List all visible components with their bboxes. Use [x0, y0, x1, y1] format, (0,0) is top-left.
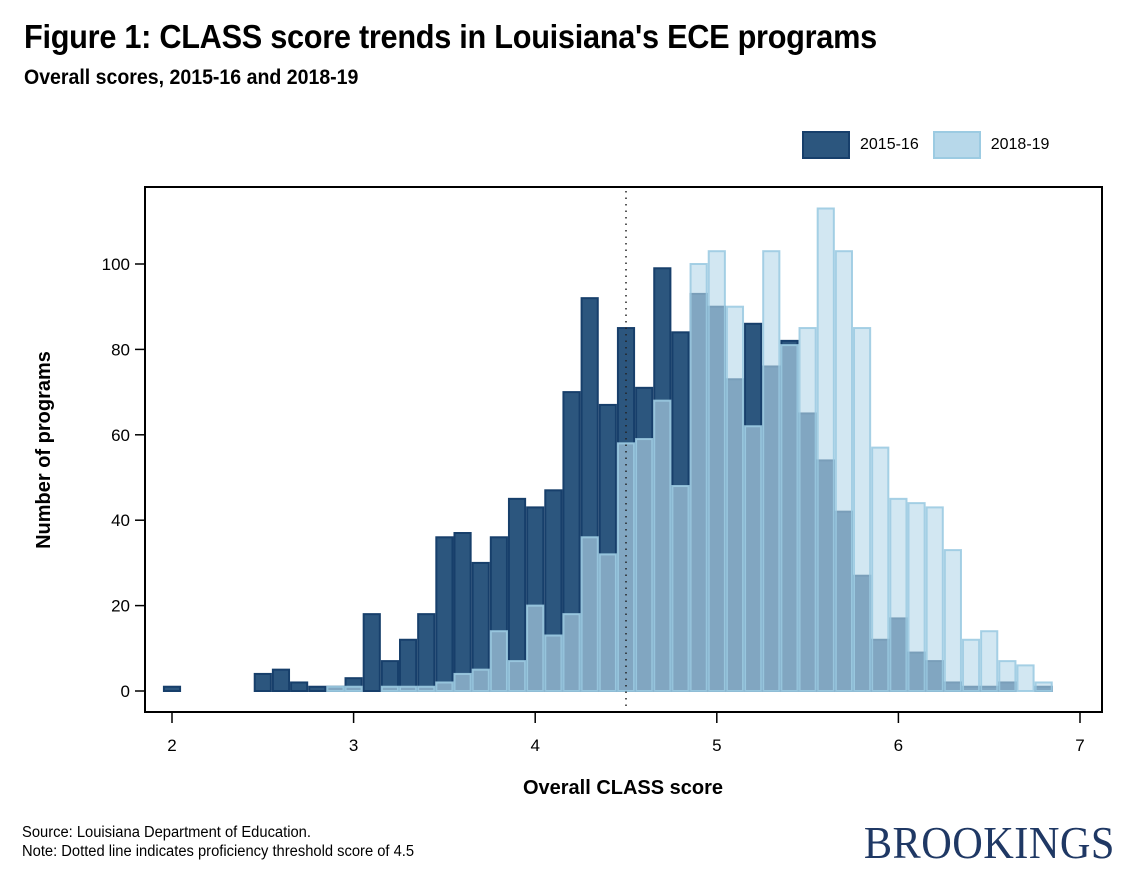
bar-2018-19-24 — [780, 344, 799, 692]
chart-subtitle: Overall scores, 2015-16 and 2018-19 — [24, 66, 359, 89]
bar-2018-19-8 — [489, 630, 508, 692]
y-tick-label-5: 100 — [102, 255, 130, 274]
bar-2018-19-5 — [435, 681, 454, 693]
y-tick-label-1: 20 — [111, 597, 130, 616]
x-axis: 2 3 4 5 6 7 — [167, 712, 1085, 755]
x-tick-label-5: 7 — [1075, 736, 1084, 755]
bar-2018-19-19 — [689, 263, 708, 692]
bar-2015-16-3 — [290, 681, 309, 693]
y-axis-label: Number of programs — [33, 351, 55, 549]
bar-2015-16-10 — [417, 613, 436, 693]
bar-2015-16-9 — [399, 638, 418, 693]
bar-2015-16-2 — [271, 668, 291, 693]
x-tick-label-3: 5 — [712, 736, 721, 755]
bar-2018-19-28 — [853, 327, 872, 692]
y-tick-label-4: 80 — [111, 340, 130, 359]
bar-2018-19-7 — [471, 668, 490, 693]
bar-2018-19-33 — [943, 549, 962, 693]
legend-label-2018-19: 2018-19 — [990, 136, 1050, 153]
bar-2015-16-1 — [253, 672, 272, 692]
bar-2018-19-15 — [616, 442, 636, 692]
bar-2018-19-3 — [399, 685, 418, 692]
bar-2018-19-16 — [635, 438, 654, 692]
bar-2018-19-25 — [798, 327, 817, 692]
bar-2018-19-17 — [653, 399, 672, 692]
x-axis-label: Overall CLASS score — [523, 777, 723, 799]
x-tick-label-0: 2 — [167, 736, 176, 755]
x-tick-label-1: 3 — [349, 736, 358, 755]
bar-2018-19-30 — [889, 497, 908, 692]
bar-2015-16-7 — [362, 613, 381, 693]
bar-2018-19-1 — [344, 685, 363, 692]
bar-2018-19-18 — [671, 485, 690, 693]
bar-2015-16-11 — [435, 536, 454, 693]
bar-2018-19-29 — [871, 446, 890, 692]
y-tick-label-3: 60 — [111, 426, 130, 445]
bar-2018-19-32 — [925, 506, 944, 693]
series-2018-19-bars — [326, 207, 1053, 693]
bar-2018-19-34 — [961, 638, 981, 693]
footer-notes: Source: Louisiana Department of Educatio… — [22, 823, 414, 861]
bar-2018-19-37 — [1016, 664, 1035, 693]
bar-2018-19-4 — [417, 685, 436, 692]
plot-frame — [144, 186, 1103, 713]
legend-swatch-2018-19 — [932, 131, 981, 159]
bar-2018-19-35 — [980, 630, 999, 692]
note-text: Note: Dotted line indicates proficiency … — [22, 843, 415, 860]
bar-2018-19-20 — [707, 250, 726, 692]
bar-2015-16-0 — [162, 685, 182, 692]
source-text: Source: Louisiana Department of Educatio… — [22, 824, 311, 841]
bar-2018-19-0 — [326, 685, 345, 692]
bar-2018-19-10 — [526, 604, 545, 692]
bar-2015-16-12 — [453, 532, 472, 693]
y-tick-label-2: 40 — [111, 511, 130, 530]
y-axis: 0 20 40 60 80 100 — [102, 255, 145, 701]
x-tick-label-2: 4 — [530, 736, 539, 755]
y-tick-label-0: 0 — [121, 682, 130, 701]
bar-2018-19-11 — [544, 634, 563, 692]
x-tick-label-4: 6 — [894, 736, 903, 755]
bar-2018-19-6 — [453, 672, 472, 692]
chart-title: Figure 1: CLASS score trends in Louisian… — [24, 18, 877, 55]
bar-2018-19-12 — [562, 613, 581, 693]
bar-2018-19-21 — [725, 305, 745, 692]
bar-2018-19-36 — [998, 660, 1017, 692]
bar-2018-19-27 — [834, 250, 854, 692]
bar-2018-19-38 — [1034, 681, 1053, 693]
legend: 2015-16 2018-19 — [802, 131, 1063, 159]
bar-2018-19-23 — [762, 250, 781, 692]
bar-2018-19-26 — [816, 207, 835, 693]
bar-2018-19-9 — [507, 660, 527, 692]
bar-2018-19-13 — [580, 536, 599, 693]
bar-2018-19-2 — [380, 685, 399, 692]
bar-2018-19-14 — [598, 553, 617, 692]
legend-label-2015-16: 2015-16 — [860, 136, 919, 153]
legend-swatch-2015-16 — [802, 131, 850, 159]
bar-2018-19-31 — [907, 502, 926, 692]
bar-2018-19-22 — [744, 425, 763, 692]
brookings-logo: BROOKINGS — [863, 817, 1115, 868]
bar-2015-16-4 — [308, 685, 327, 692]
